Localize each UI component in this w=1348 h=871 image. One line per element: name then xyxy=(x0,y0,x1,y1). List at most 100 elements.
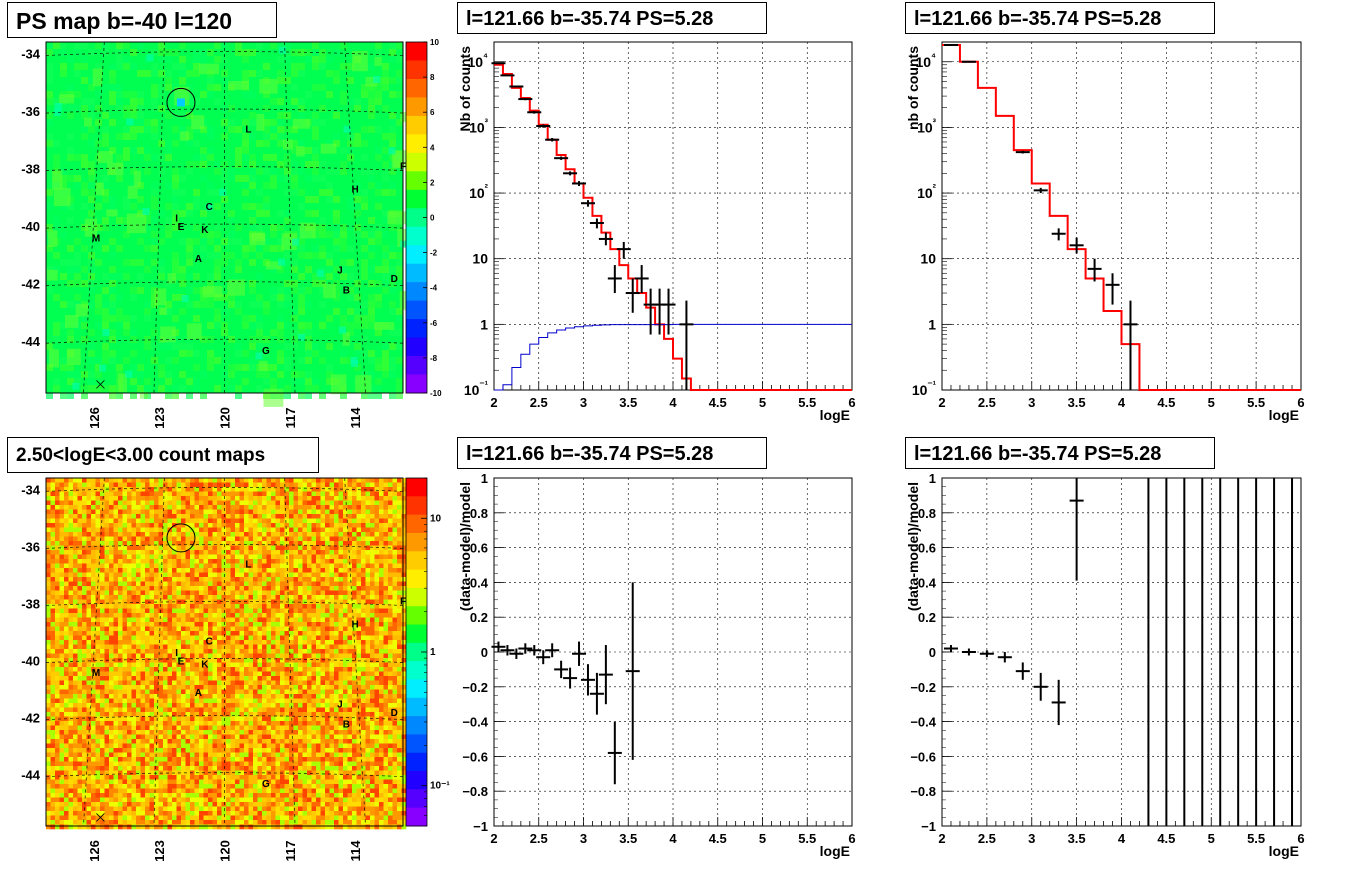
map-cell xyxy=(127,608,132,614)
map-cell xyxy=(68,595,74,600)
map-cell xyxy=(193,189,200,196)
map-cell xyxy=(383,496,389,501)
map-cell xyxy=(307,595,312,600)
map-cell xyxy=(262,604,267,609)
map-cell xyxy=(311,491,317,497)
map-cell xyxy=(200,238,207,245)
map-cell xyxy=(365,599,371,605)
map-cell xyxy=(217,676,222,681)
map-cell xyxy=(284,590,290,596)
map-cell xyxy=(50,559,56,564)
map-cell xyxy=(329,532,335,537)
map-cell xyxy=(388,500,393,506)
map-cell xyxy=(95,63,102,70)
map-cell xyxy=(140,676,146,681)
map-cell xyxy=(289,640,294,645)
map-cell xyxy=(104,509,110,515)
map-cell xyxy=(329,577,335,582)
map-cell xyxy=(136,617,141,623)
map-cell xyxy=(307,554,312,560)
map-cell xyxy=(217,590,222,596)
map-cell xyxy=(343,554,348,560)
map-cell xyxy=(356,671,362,677)
map-cell xyxy=(401,658,407,663)
map-cell xyxy=(249,364,256,371)
map-cell xyxy=(136,545,141,551)
map-cell xyxy=(77,671,83,677)
map-cell xyxy=(181,496,186,501)
map-cell xyxy=(186,112,193,119)
map-cell xyxy=(91,667,96,672)
map-cell xyxy=(389,56,396,63)
map-cell xyxy=(361,667,366,672)
map-cell xyxy=(176,496,182,501)
map-cell xyxy=(86,563,92,569)
map-cell xyxy=(193,364,200,371)
map-cell xyxy=(307,523,312,528)
map-cell xyxy=(59,626,65,632)
map-cell xyxy=(100,595,105,600)
map-cell xyxy=(382,168,389,175)
map-cell xyxy=(248,644,254,650)
map-cell xyxy=(397,586,402,591)
map-cell xyxy=(293,491,299,497)
map-cell xyxy=(389,119,396,126)
map-cell xyxy=(262,536,267,542)
map-cell xyxy=(329,671,335,677)
map-cell xyxy=(352,563,357,569)
map-cell xyxy=(374,491,380,497)
map-cell xyxy=(334,590,339,596)
map-cell xyxy=(230,568,236,573)
map-cell xyxy=(91,595,96,600)
map-cell xyxy=(50,536,56,542)
map-cell xyxy=(163,509,168,515)
map-cell xyxy=(185,536,191,542)
map-cell xyxy=(374,554,380,560)
map-cell xyxy=(280,568,285,573)
map-cell xyxy=(397,532,402,537)
map-cell xyxy=(158,500,164,506)
map-cell xyxy=(118,680,123,686)
map-cell xyxy=(388,613,393,618)
map-cell xyxy=(316,545,321,551)
map-cell xyxy=(266,671,272,677)
map-cell xyxy=(284,112,291,119)
map-cell xyxy=(172,550,177,555)
map-cell xyxy=(212,622,218,627)
map-cell xyxy=(326,343,333,350)
map-cell xyxy=(244,613,249,618)
map-cell xyxy=(316,563,321,569)
map-cell xyxy=(389,42,396,49)
map-cell xyxy=(172,563,177,569)
map-cell xyxy=(212,491,218,497)
map-cell xyxy=(289,532,294,537)
map-cell xyxy=(131,536,137,542)
map-cell xyxy=(338,635,344,641)
map-cell xyxy=(356,509,362,515)
map-cell xyxy=(208,478,213,483)
map-cell xyxy=(298,371,305,378)
map-cell xyxy=(74,280,81,287)
map-cell xyxy=(325,635,330,641)
map-cell xyxy=(95,478,101,483)
map-cell xyxy=(158,49,165,56)
map-cell xyxy=(130,119,137,126)
map-cell xyxy=(221,649,227,654)
map-cell xyxy=(266,496,272,501)
map-cell xyxy=(388,536,393,542)
source-label: G xyxy=(262,346,270,357)
map-cell xyxy=(185,559,191,564)
map-cell xyxy=(338,491,344,497)
map-cell xyxy=(77,514,83,519)
map-cell xyxy=(298,676,303,681)
map-cell xyxy=(249,175,256,182)
map-cell xyxy=(221,626,227,632)
map-patch xyxy=(65,314,79,328)
map-cell xyxy=(208,496,213,501)
map-cell xyxy=(343,514,348,519)
map-cell xyxy=(284,608,290,614)
map-cell xyxy=(212,635,218,641)
map-cell xyxy=(64,554,69,560)
map-cell xyxy=(262,523,267,528)
map-cell xyxy=(280,595,285,600)
